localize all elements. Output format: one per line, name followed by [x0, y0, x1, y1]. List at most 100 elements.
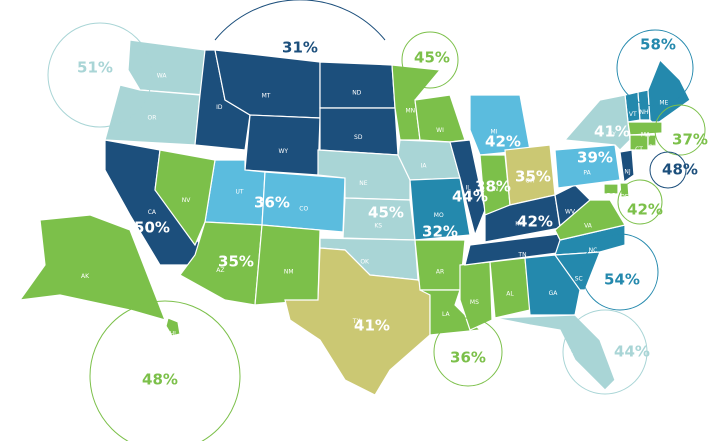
percent-label: 31%: [282, 39, 318, 57]
percent-label: 44%: [614, 343, 650, 361]
state-abbr: MI: [491, 129, 498, 136]
state-abbr: CO: [299, 205, 308, 212]
state-abbr: ID: [216, 104, 223, 111]
state-abbr: NV: [182, 197, 191, 204]
state: [414, 94, 466, 143]
state: [165, 317, 181, 337]
state: [603, 183, 619, 195]
state-abbr: SC: [575, 275, 583, 282]
state-abbr: IA: [421, 163, 428, 170]
percent-label: 39%: [577, 149, 613, 167]
state-abbr: WY: [278, 148, 288, 155]
percent-label: 50%: [134, 219, 170, 237]
percent-label: 32%: [422, 223, 458, 241]
callout-arc: [214, 0, 386, 41]
state-abbr: NE: [359, 180, 367, 187]
callout-circle: [47, 22, 153, 128]
state: [554, 199, 626, 241]
percent-label: 41%: [594, 123, 630, 141]
percent-label: 58%: [640, 36, 676, 54]
state-abbr: DE: [620, 194, 629, 201]
percent-label: 54%: [604, 271, 640, 289]
states: [18, 39, 691, 396]
percent-label: 42%: [627, 201, 663, 219]
percent-label: 42%: [517, 213, 553, 231]
state: [284, 247, 431, 396]
state: [319, 61, 396, 109]
state-abbr: WV: [565, 209, 576, 216]
state-abbr: WI: [436, 127, 444, 134]
callout-circle: [89, 300, 241, 441]
callout-circle: [616, 29, 694, 107]
callout-circle: [401, 31, 459, 89]
state-abbr: VA: [584, 223, 593, 230]
state-abbr: WA: [157, 73, 168, 80]
state-abbr: FL: [566, 348, 573, 355]
state-abbr: IL: [465, 185, 471, 192]
percent-label: 36%: [254, 194, 290, 212]
state-abbr: RI: [649, 144, 655, 151]
callouts: [47, 22, 706, 441]
state-abbr: KY: [515, 221, 523, 228]
percent-label: 35%: [515, 168, 551, 186]
state-abbr: TN: [517, 252, 526, 259]
state-abbr: LA: [442, 311, 450, 318]
state-abbr: NC: [589, 247, 598, 254]
state-abbr: NY: [608, 131, 616, 138]
state: [524, 254, 581, 316]
state-abbr: ME: [659, 99, 668, 106]
state-abbr: OR: [148, 115, 157, 122]
state-abbr: MS: [470, 299, 479, 306]
percent-label: 37%: [672, 131, 708, 149]
state: [554, 144, 621, 189]
percent-label: 48%: [662, 161, 698, 179]
state-abbr: PA: [583, 169, 591, 176]
percent-label: 45%: [368, 204, 404, 222]
state-abbr: SD: [354, 134, 363, 141]
state-abbr: CT: [635, 146, 643, 153]
state-abbr: GA: [549, 290, 559, 297]
state-abbr: TX: [352, 318, 361, 325]
state: [494, 314, 616, 391]
state: [319, 107, 399, 156]
state: [627, 121, 663, 136]
percent-label: 36%: [450, 349, 486, 367]
callout-circle: [617, 179, 663, 225]
state-abbr: MN: [405, 107, 415, 114]
state-abbr: MT: [262, 93, 271, 100]
state: [489, 257, 531, 319]
state: [414, 239, 466, 291]
state-abbr: NJ: [624, 168, 630, 175]
state-abbr: VT: [629, 111, 637, 118]
state-abbr: KS: [374, 223, 382, 230]
state: [647, 58, 691, 126]
percent-label: 44%: [452, 188, 488, 206]
state-abbr: OK: [360, 259, 370, 266]
labels: WAOR51%IDMTWYNDSD31%MNWI45%MI42%UTCO36%C…: [77, 36, 708, 389]
state: [449, 139, 486, 237]
percent-label: 38%: [475, 178, 511, 196]
state: [244, 114, 321, 176]
state: [254, 224, 321, 306]
percent-label: 35%: [218, 253, 254, 271]
callout-circle: [562, 309, 648, 395]
callout-circle: [654, 104, 706, 156]
state: [619, 149, 635, 184]
state: [647, 134, 657, 147]
state-abbr: MA: [641, 132, 651, 139]
state-abbr: HI: [170, 331, 177, 338]
percent-label: 48%: [142, 371, 178, 389]
state-abbr: CA: [148, 209, 157, 216]
percent-label: 41%: [354, 317, 390, 335]
state-abbr: AL: [506, 291, 514, 298]
state: [409, 177, 471, 241]
percent-label: 42%: [485, 133, 521, 151]
state: [154, 149, 216, 247]
state-abbr: ND: [352, 89, 361, 96]
state-abbr: IN: [492, 186, 498, 193]
state-abbr: AZ: [216, 267, 224, 274]
state-abbr: UT: [235, 188, 243, 195]
state-abbr: OH: [525, 177, 534, 184]
state-abbr: NH: [640, 109, 649, 116]
